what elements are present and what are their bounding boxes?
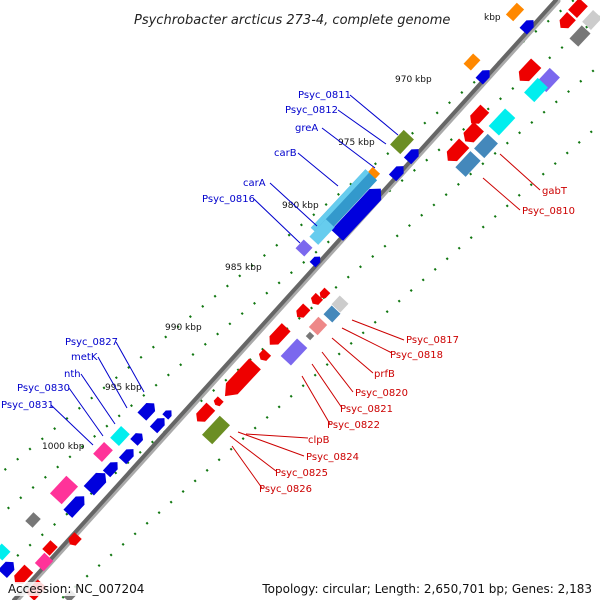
gene-label: clpB — [308, 435, 330, 446]
gene-label: Psyc_0816 — [202, 194, 255, 205]
gene-arrow — [446, 138, 470, 162]
gene-arrow — [463, 121, 484, 143]
gene-label: Psyc_0812 — [285, 105, 338, 116]
kbp-label: kbp — [484, 13, 501, 23]
backbone — [12, 0, 561, 600]
gene-arrow — [280, 338, 308, 366]
gene-arrow — [309, 256, 321, 268]
gene-arrow — [475, 70, 490, 85]
gene-label: gabT — [542, 186, 568, 197]
gene-arrow — [582, 10, 600, 30]
gene-label: Psyc_0830 — [17, 383, 70, 394]
gene-label: greA — [295, 123, 318, 134]
gene-arrow — [390, 129, 414, 155]
gene-arrow — [323, 305, 341, 323]
gene-arrow — [42, 540, 58, 556]
gene-arrow — [202, 415, 230, 445]
gene-arrow — [196, 402, 216, 422]
gene-arrow — [474, 133, 498, 159]
gene-label: carA — [243, 178, 266, 189]
gene-arrow — [295, 239, 313, 257]
gene-arrow — [49, 475, 79, 505]
gene-arrow — [14, 564, 34, 584]
gene-arrow — [519, 20, 534, 35]
gene-arrow — [269, 323, 291, 345]
gene-arrow — [569, 25, 591, 47]
reverse-labels: gabT Psyc_0810 Psyc_0817 Psyc_0818 prfB … — [229, 153, 575, 495]
gene-label: Psyc_0821 — [340, 404, 393, 415]
forward-labels: Psyc_0811 Psyc_0812 greA carB carA Psyc_… — [1, 90, 399, 446]
map-title: Psychrobacter arcticus 273-4, complete g… — [134, 13, 450, 28]
gene-arrow — [319, 287, 331, 299]
gene-label: prfB — [374, 369, 395, 380]
gene-label: Psyc_0810 — [522, 206, 575, 217]
gene-label: Psyc_0825 — [275, 468, 328, 479]
kbp-label: 980 kbp — [282, 201, 319, 211]
gene-arrow — [403, 149, 419, 165]
gene-arrow — [470, 104, 490, 124]
gene-arrow — [488, 108, 516, 136]
gene-arrow — [25, 512, 41, 528]
gene-arrow — [102, 462, 118, 478]
reverse-genes — [14, 0, 600, 600]
gene-arrow — [505, 2, 525, 22]
accession-text: Accession: NC_007204 — [8, 582, 145, 596]
gene-arrow — [331, 188, 382, 241]
gene-arrow — [68, 532, 82, 546]
gene-label: Psyc_0831 — [1, 400, 54, 411]
gene-arrow — [568, 0, 588, 18]
gene-label: carB — [274, 148, 297, 159]
gene-arrow — [455, 151, 481, 177]
gene-label: Psyc_0820 — [355, 388, 408, 399]
kbp-label: 985 kbp — [225, 263, 262, 273]
gene-arrow — [305, 331, 315, 341]
kbp-label: 1000 kbp — [42, 442, 85, 452]
gene-arrow — [162, 410, 172, 420]
gene-arrow — [463, 53, 481, 71]
gene-label: Psyc_0827 — [65, 337, 118, 348]
gene-arrow — [224, 358, 261, 397]
topology-text: Topology: circular; Length: 2,650,701 bp… — [262, 582, 592, 596]
gene-arrow — [559, 12, 576, 29]
gene-arrow — [518, 58, 542, 82]
gene-label: Psyc_0826 — [259, 484, 312, 495]
gene-arrow — [296, 303, 311, 318]
gene-arrow — [83, 472, 107, 496]
gene-arrow — [310, 292, 324, 305]
gene-arrow — [93, 442, 113, 462]
gene-arrow — [34, 552, 54, 572]
gene-arrow — [137, 402, 156, 421]
kbp-label: 995 kbp — [105, 383, 142, 393]
kbp-label: 970 kbp — [395, 75, 432, 85]
kbp-label: 975 kbp — [338, 138, 375, 148]
gene-arrow — [213, 396, 224, 407]
gene-arrow — [258, 348, 272, 361]
gene-arrow — [388, 166, 404, 182]
gene-arrow — [524, 77, 548, 103]
gene-label: Psyc_0817 — [406, 335, 459, 346]
gene-arrow — [149, 418, 165, 434]
gene-arrow — [110, 426, 130, 446]
gene-label: Psyc_0824 — [306, 452, 359, 463]
gene-arrow — [63, 496, 85, 518]
gene-arrow — [309, 219, 335, 245]
gene-label: nth — [64, 369, 81, 380]
gene-arrow — [308, 316, 328, 336]
gene-arrow — [331, 295, 349, 313]
gene-label: metK — [71, 352, 98, 363]
gene-arrow — [118, 449, 134, 465]
gene-label: Psyc_0822 — [327, 420, 380, 431]
gene-arrow — [0, 561, 15, 578]
gene-arrow — [130, 433, 144, 446]
gene-label: Psyc_0811 — [298, 90, 351, 101]
gene-label: Psyc_0818 — [390, 350, 443, 361]
kbp-label: 990 kbp — [165, 323, 202, 333]
kbp-ticks: 970 kbp 975 kbp 980 kbp 985 kbp 990 kbp … — [42, 13, 501, 452]
forward-genes — [0, 2, 534, 578]
gene-arrow — [0, 543, 11, 561]
